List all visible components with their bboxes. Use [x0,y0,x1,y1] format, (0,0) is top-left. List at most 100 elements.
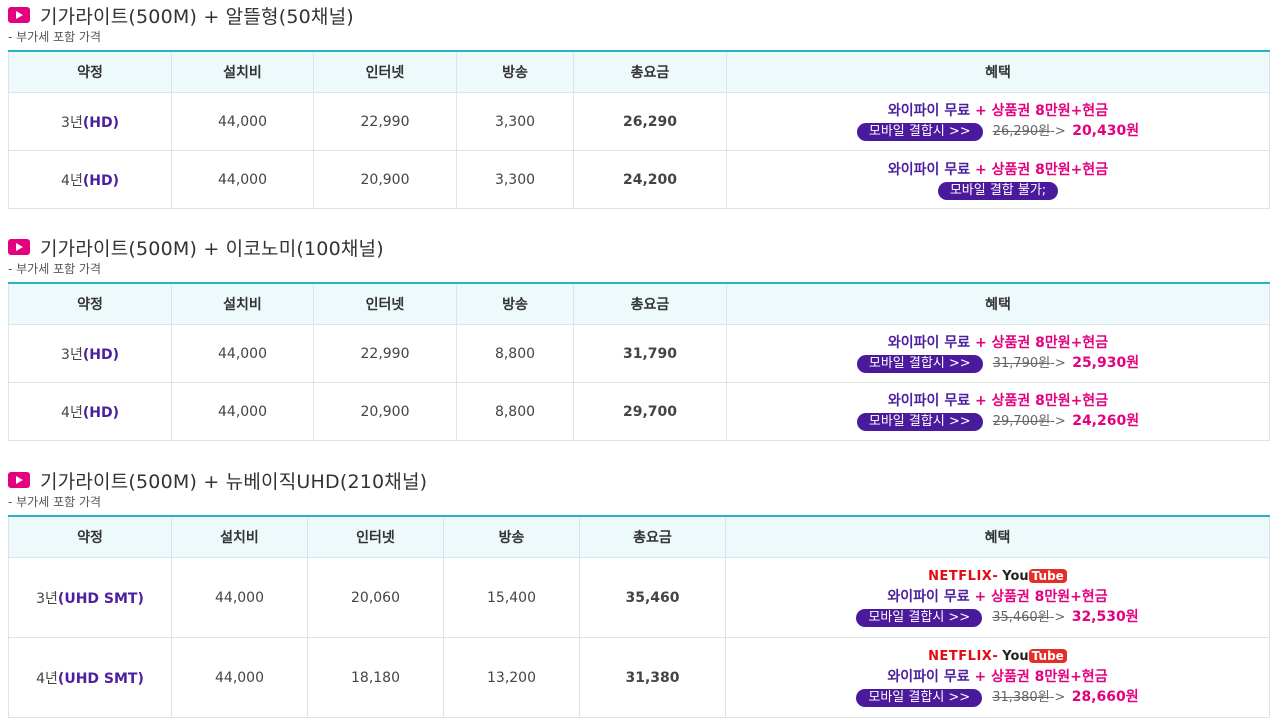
col-install: 설치비 [171,516,308,558]
play-icon [8,472,30,488]
term-years: 3년 [61,114,83,131]
table-row: 4년(HD) 44,000 20,900 3,300 24,200 와이파이 무… [8,150,1270,209]
internet-fee: 18,180 [307,637,444,718]
arrow: -> [1050,356,1066,371]
table-row: 4년(UHD SMT) 44,000 18,180 13,200 31,380 … [8,637,1270,718]
gift-cash: 상품권 8만원+현금 [991,589,1108,605]
col-total: 총요금 [573,51,727,93]
table-row: 3년(HD) 44,000 22,990 8,800 31,790 와이파이 무… [8,324,1270,383]
col-term: 약정 [8,283,172,325]
wifi-free: 와이파이 무료 [887,589,970,605]
old-price: 31,790원 [992,356,1051,371]
youtube-logo-tube: Tube [1028,569,1067,583]
col-total: 총요금 [573,283,727,325]
gift-cash: 상품권 8만원+현금 [991,103,1109,119]
mobile-bundle-button[interactable]: 모바일 결합시 >> [856,689,983,707]
arrow: -> [1050,414,1066,429]
vat-note: - 부가세 포함 가격 [8,30,102,44]
col-tv: 방송 [443,516,580,558]
install-fee: 44,000 [171,92,314,151]
table-row: 3년(HD) 44,000 22,990 3,300 26,290 와이파이 무… [8,92,1270,151]
total-fee: 31,790 [573,324,727,383]
term-type: (HD) [82,404,119,421]
install-fee: 44,000 [171,557,308,638]
install-fee: 44,000 [171,637,308,718]
benefit-cell: 와이파이 무료 + 상품권 8만원+현금 모바일 결합시 >> 29,700원->… [726,382,1270,441]
internet-fee: 22,990 [313,324,457,383]
term-type: (HD) [82,172,119,189]
arrow: -> [1049,690,1066,705]
arrow: -> [1050,124,1066,139]
install-fee: 44,000 [171,324,314,383]
col-term: 약정 [8,51,172,93]
section-header: 기가라이트(500M) + 이코노미(100채널) [8,234,1270,260]
gift-cash: 상품권 8만원+현금 [991,335,1109,351]
internet-fee: 20,900 [313,150,457,209]
total-fee: 29,700 [573,382,727,441]
wifi-free: 와이파이 무료 [887,669,970,685]
old-price: 31,380원 [992,690,1050,705]
old-price: 26,290원 [992,124,1051,139]
plus-sign: + [969,589,992,605]
benefit-cell: 와이파이 무료 + 상품권 8만원+현금 모바일 결합시 >> 26,290원->… [726,92,1270,151]
new-price: 24,260원 [1072,413,1140,429]
wifi-free: 와이파이 무료 [887,103,971,119]
tv-fee: 3,300 [456,92,574,151]
benefit-cell: 와이파이 무료 + 상품권 8만원+현금 모바일 결합시 >> 31,790원->… [726,324,1270,383]
logo-dash: - [992,569,998,584]
mobile-bundle-button[interactable]: 모바일 결합시 >> [856,355,983,373]
benefit-cell: NETFLIX- You Tube 와이파이 무료 + 상품권 8만원+현금 모바… [725,637,1270,718]
gift-cash: 상품권 8만원+현금 [991,161,1109,178]
wifi-free: 와이파이 무료 [887,161,971,178]
mobile-bundle-button[interactable]: 모바일 결합시 >> [856,123,983,141]
new-price: 32,530원 [1071,609,1139,625]
total-fee: 35,460 [579,557,726,638]
install-fee: 44,000 [171,382,314,441]
col-internet: 인터넷 [307,516,444,558]
youtube-logo-you: You [1002,569,1029,584]
internet-fee: 22,990 [313,92,457,151]
mobile-bundle-button[interactable]: 모바일 결합시 >> [856,609,983,627]
plus-sign: + [969,669,992,685]
tv-fee: 8,800 [456,324,574,383]
plus-sign: + [970,161,992,178]
tv-fee: 8,800 [456,382,574,441]
total-fee: 24,200 [573,150,727,209]
term-cell: 3년(HD) [8,92,172,151]
col-benefit: 혜택 [726,51,1270,93]
netflix-logo: NETFLIX [928,649,993,664]
benefit-cell: NETFLIX- You Tube 와이파이 무료 + 상품권 8만원+현금 모바… [725,557,1270,638]
col-term: 약정 [8,516,172,558]
netflix-logo: NETFLIX [928,569,993,584]
benefit-cell: 와이파이 무료 + 상품권 8만원+현금 모바일 결합 불가; [726,150,1270,209]
section-title: 기가라이트(500M) + 뉴베이직UHD(210채널) [40,470,428,493]
col-benefit: 혜택 [725,516,1270,558]
new-price: 28,660원 [1071,689,1139,705]
total-fee: 26,290 [573,92,727,151]
col-install: 설치비 [171,51,314,93]
section-title: 기가라이트(500M) + 알뜰형(50채널) [40,5,354,28]
price-table: 약정 설치비 인터넷 방송 총요금 혜택 3년(HD) 44,000 22,99… [8,50,1270,209]
term-years: 4년 [36,670,58,687]
wifi-free: 와이파이 무료 [887,335,971,351]
plan-section-1: 기가라이트(500M) + 알뜰형(50채널) - 부가세 포함 가격 약정 설… [8,2,1270,209]
term-type: (UHD SMT) [57,670,144,687]
plus-sign: + [970,103,992,119]
term-cell: 3년(HD) [8,324,172,383]
table-row: 3년(UHD SMT) 44,000 20,060 15,400 35,460 … [8,557,1270,638]
mobile-bundle-button[interactable]: 모바일 결합시 >> [856,413,983,431]
old-price: 35,460원 [992,610,1050,625]
price-table: 약정 설치비 인터넷 방송 총요금 혜택 3년(UHD SMT) 44,000 … [8,515,1270,718]
term-years: 4년 [61,404,83,421]
vat-note: - 부가세 포함 가격 [8,495,102,509]
ott-logos: NETFLIX- You Tube [727,647,1268,667]
term-cell: 4년(UHD SMT) [8,637,172,718]
section-header: 기가라이트(500M) + 알뜰형(50채널) [8,2,1270,28]
section-title: 기가라이트(500M) + 이코노미(100채널) [40,237,384,260]
col-tv: 방송 [456,283,574,325]
new-price: 20,430원 [1072,123,1140,139]
term-years: 3년 [61,346,83,363]
internet-fee: 20,900 [313,382,457,441]
gift-cash: 상품권 8만원+현금 [991,669,1108,685]
plus-sign: + [970,393,992,409]
